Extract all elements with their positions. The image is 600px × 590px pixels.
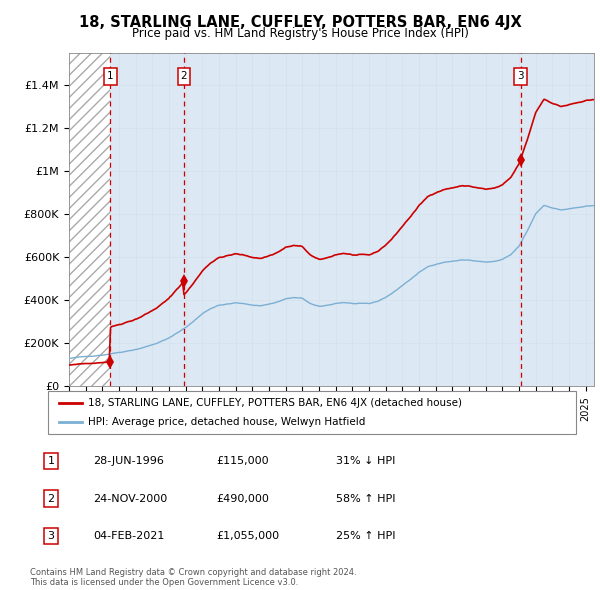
Text: £1,055,000: £1,055,000 [216,531,279,540]
Text: 25% ↑ HPI: 25% ↑ HPI [336,531,395,540]
Text: 3: 3 [47,531,55,540]
Text: 2: 2 [181,71,187,81]
Bar [110,53,184,386]
FancyBboxPatch shape [48,391,576,434]
Text: Price paid vs. HM Land Registry's House Price Index (HPI): Price paid vs. HM Land Registry's House … [131,27,469,40]
Text: 31% ↓ HPI: 31% ↓ HPI [336,457,395,466]
Text: 58% ↑ HPI: 58% ↑ HPI [336,494,395,503]
Text: 1: 1 [47,457,55,466]
Text: Contains HM Land Registry data © Crown copyright and database right 2024.
This d: Contains HM Land Registry data © Crown c… [30,568,356,587]
Bar [184,53,520,386]
Text: HPI: Average price, detached house, Welwyn Hatfield: HPI: Average price, detached house, Welw… [88,417,365,427]
Text: 18, STARLING LANE, CUFFLEY, POTTERS BAR, EN6 4JX (detached house): 18, STARLING LANE, CUFFLEY, POTTERS BAR,… [88,398,461,408]
Text: 24-NOV-2000: 24-NOV-2000 [93,494,167,503]
Text: 3: 3 [517,71,524,81]
Text: 1: 1 [107,71,114,81]
Text: 18, STARLING LANE, CUFFLEY, POTTERS BAR, EN6 4JX: 18, STARLING LANE, CUFFLEY, POTTERS BAR,… [79,15,521,30]
Bar [69,53,110,386]
Text: 04-FEB-2021: 04-FEB-2021 [93,531,164,540]
Bar [521,53,594,386]
Text: £115,000: £115,000 [216,457,269,466]
Text: 28-JUN-1996: 28-JUN-1996 [93,457,164,466]
Text: £490,000: £490,000 [216,494,269,503]
Text: 2: 2 [47,494,55,503]
